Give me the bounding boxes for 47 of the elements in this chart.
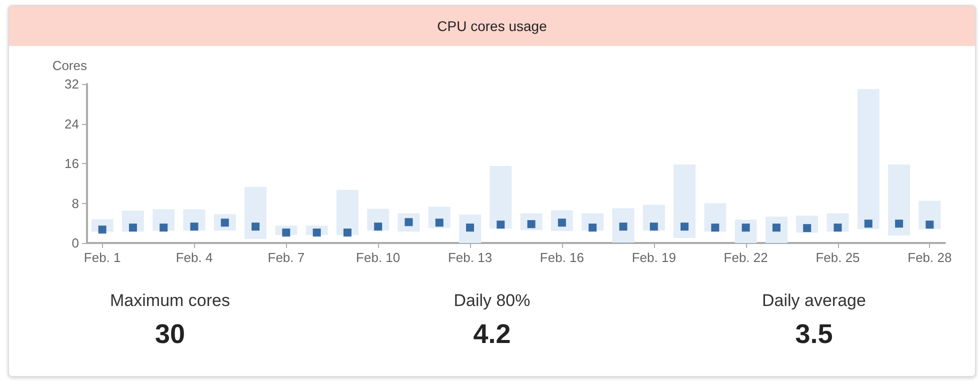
point [343, 228, 352, 237]
point [834, 224, 842, 232]
x-tick-label: Feb. 1 [84, 250, 121, 265]
point [650, 222, 658, 231]
y-tick-label: 24 [64, 116, 79, 132]
text: Maximum cores [109, 291, 231, 311]
y-tick-label: 16 [64, 156, 79, 171]
bar [857, 88, 880, 230]
point [588, 224, 597, 232]
text: 4.2 [472, 319, 512, 350]
text: Daily average [761, 291, 867, 311]
x-tick-label: Feb. 10 [356, 250, 400, 265]
x-tick-label: Feb. 16 [540, 250, 584, 265]
bar [674, 164, 696, 238]
x-tick-label: Feb. 19 [632, 250, 676, 265]
point [435, 218, 444, 227]
text: 3.5 [794, 319, 834, 350]
chart-title: CPU cores usage [9, 6, 975, 46]
point [895, 220, 904, 228]
bar [888, 164, 910, 236]
point [128, 224, 137, 232]
point [252, 222, 260, 231]
bar [612, 208, 634, 243]
point [619, 222, 628, 231]
x-tick-label: Feb. 22 [724, 250, 768, 265]
x-tick-label: Feb. 7 [268, 250, 305, 265]
point [926, 220, 934, 229]
bar [244, 186, 267, 240]
point [374, 222, 382, 231]
text: 30 [154, 319, 186, 350]
x-tick-label: Feb. 13 [448, 250, 492, 265]
point [680, 222, 689, 231]
point [160, 224, 168, 232]
x-tick-label: Feb. 4 [176, 250, 213, 265]
bar [336, 190, 358, 236]
point [864, 220, 872, 228]
y-tick-label: 32 [64, 76, 79, 92]
bar [490, 166, 512, 229]
point [190, 222, 198, 231]
y-tick-label: 8 [72, 196, 79, 211]
point [711, 224, 720, 232]
x-tick-label: Feb. 28 [908, 250, 952, 265]
text: Daily 80% [452, 291, 532, 311]
y-tick-label: 0 [72, 236, 79, 250]
point [496, 220, 505, 229]
y-axis-title: Cores [52, 58, 88, 73]
x-tick-label: Feb. 25 [816, 250, 860, 265]
